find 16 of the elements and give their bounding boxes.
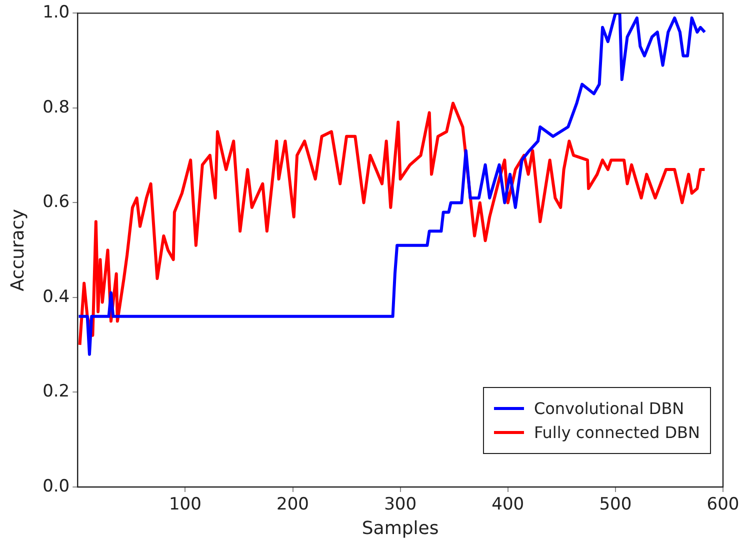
y-axis-title: Accuracy — [7, 208, 28, 292]
x-tick-label: 600 — [706, 494, 740, 515]
y-tick-label: 0.8 — [42, 97, 70, 118]
x-tick-label: 300 — [384, 494, 417, 515]
y-tick-label: 0.4 — [42, 286, 70, 307]
y-tick-label: 0.2 — [42, 382, 70, 402]
x-axis-title: Samples — [362, 518, 439, 539]
legend-label: Fully connected DBN — [534, 423, 700, 442]
x-tick-label: 200 — [276, 494, 309, 515]
x-tick-label: 500 — [599, 494, 632, 515]
x-tick-label: 100 — [168, 494, 202, 515]
x-tick-label: 400 — [492, 494, 524, 515]
y-tick-label: 1.0 — [42, 2, 70, 23]
y-tick-label: 0.0 — [42, 476, 70, 496]
legend-label: Convolutional DBN — [534, 399, 684, 418]
y-tick-label: 0.6 — [42, 192, 70, 212]
